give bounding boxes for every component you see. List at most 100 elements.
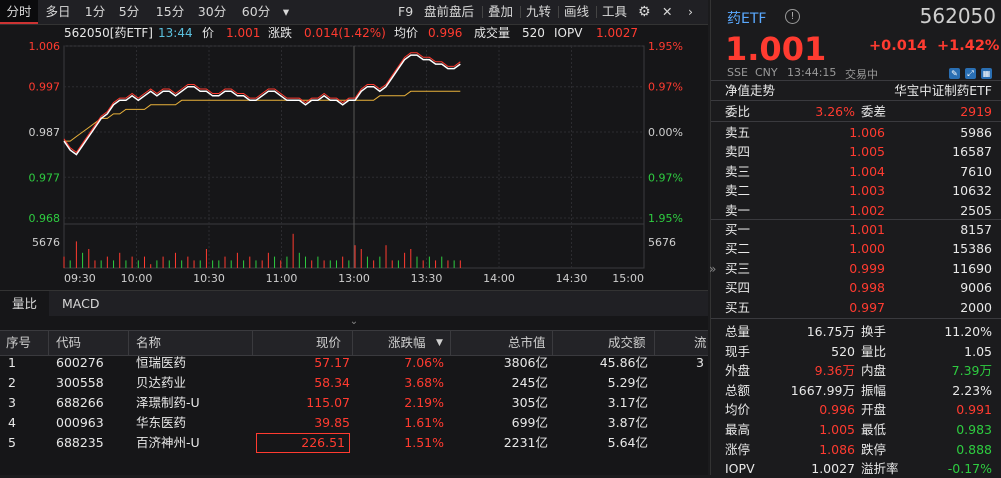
col-code[interactable]: 代码 [56,335,82,350]
tab-60min[interactable]: 60分 [241,4,271,19]
x-tick-label: 13:00 [338,272,370,285]
f9-button[interactable]: F9 [398,4,414,19]
draw-line-button[interactable]: 画线 [564,4,590,19]
sort-desc-icon[interactable]: ▼ [436,338,443,348]
tab-15min[interactable]: 15分 [155,4,185,19]
table-row[interactable]: 4 000963 华东医药 39.85 1.61% 699亿 3.87亿 [0,413,708,433]
fund-name[interactable]: 药ETF [727,11,767,27]
stat-value: 1.005 [819,422,855,437]
price-line-shadow [63,52,461,154]
col-pct[interactable]: 涨跌幅 [388,335,426,350]
quote-time: 13:44:15 [787,66,837,79]
x-tick-label: 10:30 [193,272,225,285]
bid-level[interactable]: 买一 1.001 8157 [711,220,1001,239]
bid-level-volume: 8157 [960,222,992,237]
bid-level[interactable]: 买三 0.999 11690 [711,259,1001,278]
stat-value: 0.991 [956,402,992,418]
col-cap[interactable]: 总市值 [508,335,546,350]
table-row[interactable]: 2 300558 贝达药业 58.34 3.68% 245亿 5.29亿 [0,373,708,393]
stat-label: 总额 [725,382,751,398]
x-tick-label: 13:30 [411,272,443,285]
avg-label: 均价 [394,26,419,40]
bid-level[interactable]: 买二 1.000 15386 [711,239,1001,258]
ask-level-price: 1.004 [849,163,885,179]
col-no[interactable]: 序号 [6,335,32,350]
edit-icon[interactable]: ✎ [949,68,960,79]
period-dropdown[interactable]: ▾ [282,4,290,19]
stat-label: 现手 [725,343,751,359]
y-pct-tick-label: 1.95% [648,212,683,225]
stat-value: 1667.99万 [790,382,855,398]
y-tick-label: 0.997 [29,81,61,94]
ask-level-price: 1.002 [849,202,885,218]
ask-level[interactable]: 卖五 1.006 5986 [711,123,1001,142]
tools-button[interactable]: 工具 [602,4,628,19]
ask-level-price: 1.005 [849,144,885,160]
code-name-label: 562050[药ETF] [64,26,153,40]
nav-trend-row[interactable]: 净值走势 华宝中证制药ETF [711,81,1001,100]
volume-bars [63,233,461,268]
info-icon[interactable]: ! [785,8,800,24]
bid-level-label: 买三 [725,260,751,276]
grid-icon[interactable]: ▦ [981,68,992,79]
expand-icon[interactable]: › [688,4,693,19]
y-pct-tick-label: 0.00% [648,126,683,139]
ask-level-volume: 10632 [952,183,992,199]
stat-value: 0.888 [956,441,992,457]
ask-level[interactable]: 卖二 1.003 10632 [711,181,1001,200]
stats-grid: 总量 16.75万 换手 11.20% 现手 520 量比 1.05 外盘 9.36万 内盘 7.39… [711,322,1001,476]
ask-level[interactable]: 卖四 1.005 16587 [711,142,1001,161]
settings-gear-icon[interactable]: ⚙ [638,4,651,20]
ask-level[interactable]: 卖一 1.002 2505 [711,201,1001,220]
tab-volume-ratio[interactable]: 量比 [0,291,50,317]
index-name: 华宝中证制药ETF [894,83,992,98]
ask-level-label: 卖二 [725,183,751,199]
tab-30min[interactable]: 30分 [197,4,227,19]
tab-multiday[interactable]: 多日 [45,4,71,19]
row-code: 000963 [56,415,104,430]
table-row[interactable]: 5 688235 百济神州-U 226.51 1.51% 2231亿 5.64亿 [0,433,708,453]
y-tick-label: 1.006 [29,40,61,53]
col-price[interactable]: 现价 [316,335,342,350]
x-tick-label: 11:00 [266,272,298,285]
row-price: 58.34 [314,375,350,390]
x-tick-label: 14:00 [483,272,515,285]
bid-level[interactable]: 买四 0.998 9006 [711,278,1001,297]
col-name[interactable]: 名称 [136,335,162,350]
bid-level[interactable]: 买五 0.997 2000 [711,298,1001,317]
col-extra[interactable]: 流 [694,335,707,350]
collapse-arrow-icon[interactable]: » [709,262,717,276]
table-row[interactable]: 3 688266 泽璟制药-U 115.07 2.19% 305亿 3.17亿 [0,393,708,413]
ask-level-label: 卖五 [725,125,751,140]
splitter-handle[interactable]: ⌄ [0,316,708,330]
tab-1min[interactable]: 1分 [84,4,106,19]
stat-value: 9.36万 [814,363,855,379]
tab-macd[interactable]: MACD [62,296,100,311]
y-tick-label: 0.977 [29,171,61,184]
pin-icon[interactable]: ⤢ [965,68,976,79]
close-icon[interactable]: ✕ [662,4,673,19]
indicator-tabs: 量比 MACD [0,290,708,318]
row-price: 226.51 [256,433,350,453]
row-name: 贝达药业 [136,375,187,390]
intraday-chart[interactable]: 1.006 1.95% 0.997 0.97% 0.987 0.00% 0.977 0.97%… [0,36,708,288]
row-cap: 3806亿 [503,355,548,370]
stat-label: 跌停 [861,441,887,457]
ask-level[interactable]: 卖三 1.004 7610 [711,162,1001,181]
nine-turn-button[interactable]: 九转 [526,4,552,19]
row-price: 115.07 [306,395,350,410]
stat-label: 最高 [725,422,751,437]
col-amount[interactable]: 成交额 [608,335,646,350]
stats-row: 外盘 9.36万 内盘 7.39万 [711,361,1001,380]
volume-label: 成交量 [474,26,511,40]
row-amount: 3.87亿 [607,415,648,430]
nav-trend-link[interactable]: 净值走势 [725,83,776,98]
table-row[interactable]: 1 600276 恒瑞医药 57.17 7.06% 3806亿 45.86亿 3 [0,353,708,373]
quote-panel: 药ETF ! 562050 1.001 +0.014 +1.42% SSE CN… [710,0,1001,476]
market-label: SSE [727,66,748,79]
overlay-button[interactable]: 叠加 [488,4,514,19]
table-header: 序号 代码 名称 现价 涨跌幅 ▼ 总市值 成交额 流 [0,330,708,356]
pre-post-market-button[interactable]: 盘前盘后 [424,4,475,19]
tab-intraday[interactable]: 分时 [0,0,38,24]
tab-5min[interactable]: 5分 [118,4,140,19]
